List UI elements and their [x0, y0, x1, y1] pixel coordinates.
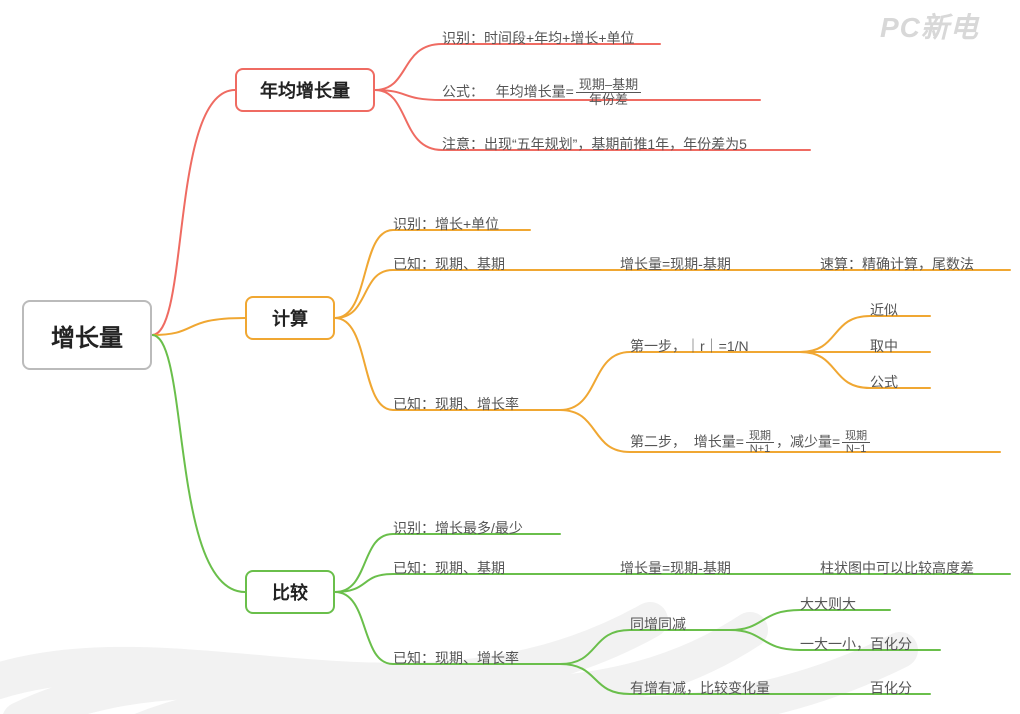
watermark-text: PC新电: [880, 6, 979, 46]
leaf-label: 百化分: [870, 678, 912, 698]
branch-label: 年均增长量: [260, 77, 350, 103]
leaf-label: 识别：增长+单位: [393, 214, 499, 234]
leaf-label: 第二步， 增长量=现期N+1，减少量=现期N−1: [630, 430, 872, 455]
leaf-label: 已知：现期、增长率: [393, 648, 519, 668]
branch-label: 计算: [272, 305, 308, 331]
leaf-label: 公式： 年均增长量=现期–基期年份差: [442, 78, 643, 108]
branch-label: 比较: [272, 579, 308, 605]
leaf-label: 取中: [870, 336, 898, 356]
leaf-label: 速算：精确计算，尾数法: [820, 254, 974, 274]
leaf-label: 有增有减，比较变化量: [630, 678, 770, 698]
leaf-label: 增长量=现期-基期: [620, 254, 731, 274]
leaf-label: 已知：现期、增长率: [393, 394, 519, 414]
leaf-label: 公式: [870, 372, 898, 392]
leaf-label: 第一步，｜r｜=1/N: [630, 336, 749, 356]
branch-node[interactable]: 比较: [245, 570, 335, 614]
leaf-label: 识别：增长最多/最少: [393, 518, 523, 538]
leaf-label: 已知：现期、基期: [393, 254, 505, 274]
leaf-label: 近似: [870, 300, 898, 320]
leaf-label: 同增同减: [630, 614, 686, 634]
root-label: 增长量: [51, 318, 123, 353]
leaf-label: 识别：时间段+年均+增长+单位: [442, 28, 635, 48]
leaf-label: 柱状图中可以比较高度差: [820, 558, 974, 578]
leaf-label: 增长量=现期-基期: [620, 558, 731, 578]
branch-node[interactable]: 计算: [245, 296, 335, 340]
branch-node[interactable]: 年均增长量: [235, 68, 375, 112]
leaf-label: 一大一小，百化分: [800, 634, 912, 654]
leaf-label: 已知：现期、基期: [393, 558, 505, 578]
leaf-label: 大大则大: [800, 594, 856, 614]
leaf-label: 注意：出现“五年规划”，基期前推1年，年份差为5: [442, 134, 747, 154]
root-node[interactable]: 增长量: [22, 300, 152, 370]
